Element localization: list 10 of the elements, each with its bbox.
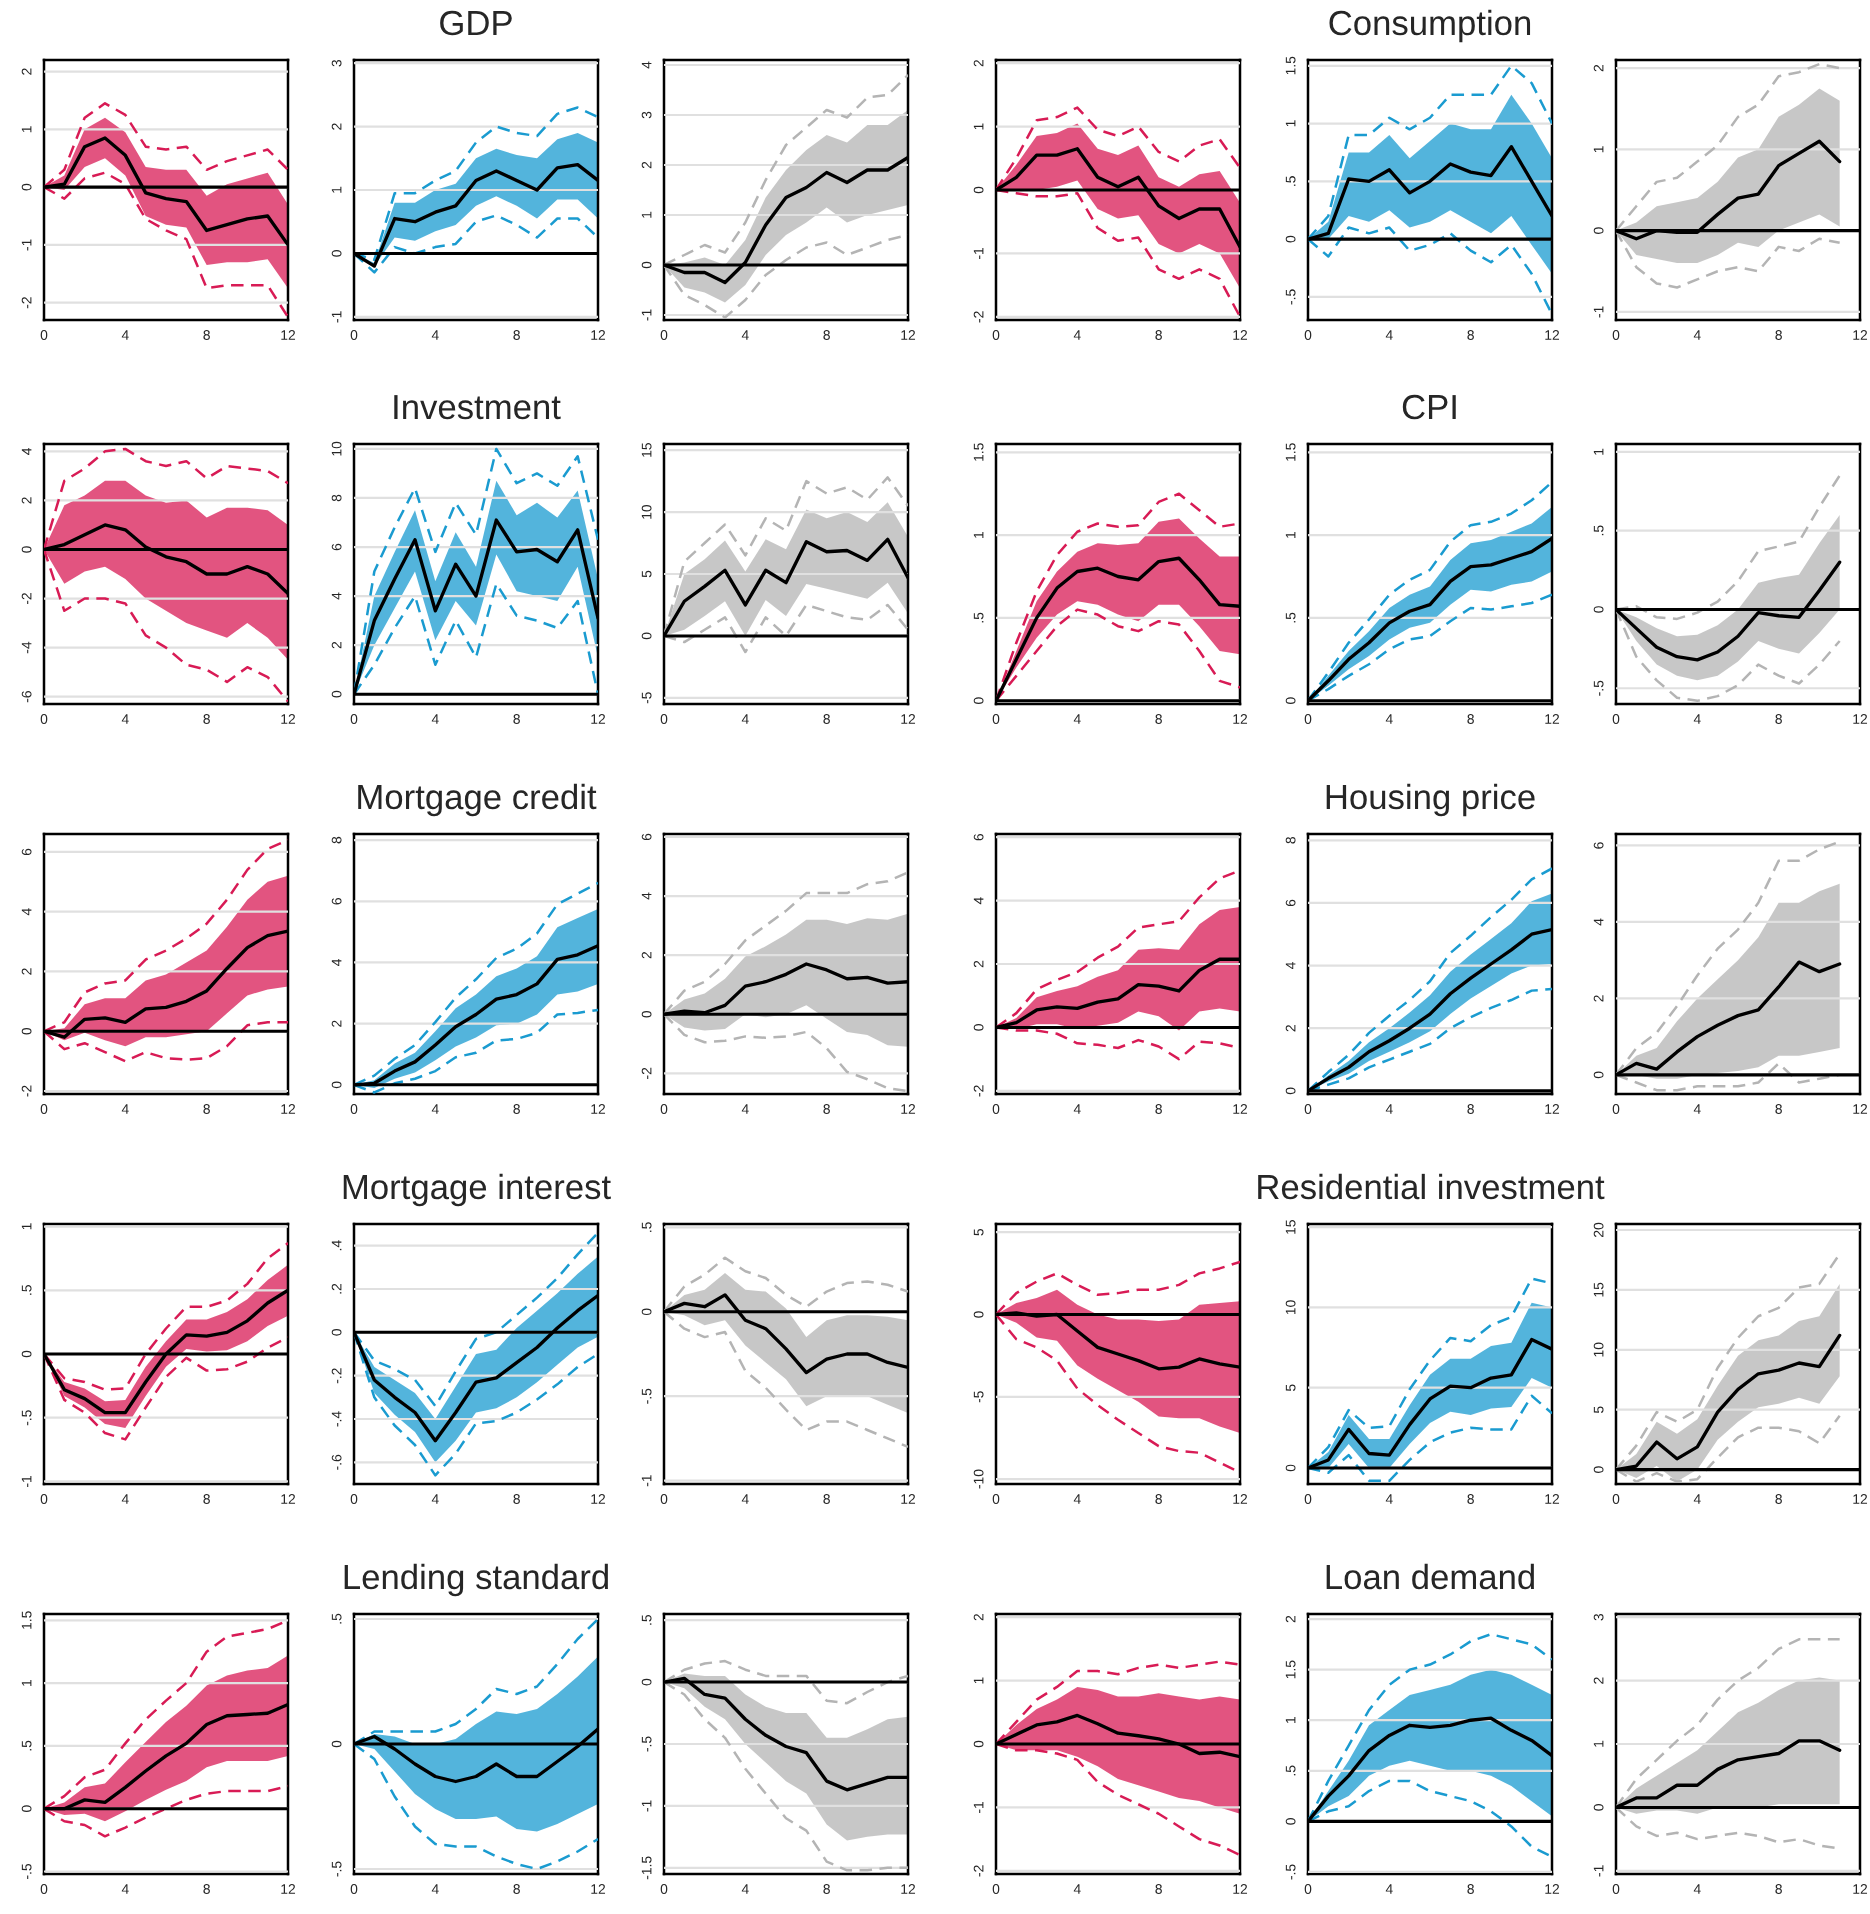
chart-title: Consumption <box>1329 9 1531 43</box>
chart-title: Loan demand <box>1326 1563 1534 1590</box>
chart-title: Residential investment <box>1258 1173 1605 1200</box>
chart-title: Housing price <box>1326 783 1535 817</box>
chart-title: Lending standard <box>344 1563 608 1597</box>
chart-title: Mortgage credit <box>358 783 597 817</box>
chart-title: Mortgage interest <box>343 1173 611 1207</box>
chart-title: Investment <box>394 395 561 420</box>
chart-title: CPI <box>1402 394 1456 420</box>
chart-title: GDP <box>440 10 512 36</box>
